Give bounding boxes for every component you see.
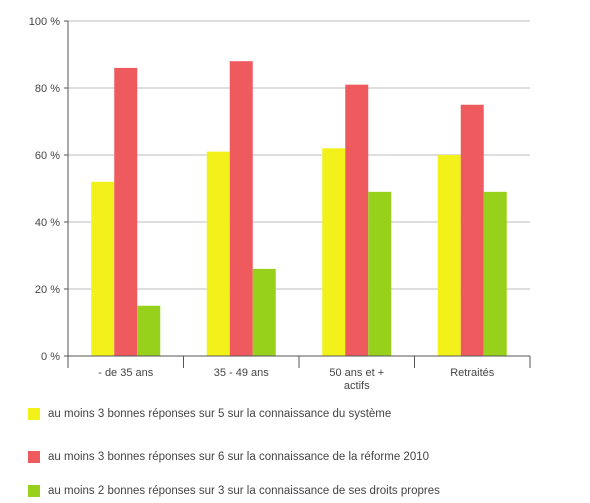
bar xyxy=(229,61,253,356)
x-tick-label: 35 - 49 ans xyxy=(214,367,270,379)
legend-swatch-reforme xyxy=(28,451,40,463)
x-tick-label: Retraités xyxy=(450,367,495,379)
x-axis-labels: - de 35 ans 35 - 49 ans 50 ans et + actifs R… xyxy=(98,367,495,392)
bar xyxy=(114,67,138,357)
y-tick-label: 60 % xyxy=(35,150,60,162)
bar xyxy=(252,268,276,356)
bar xyxy=(483,191,507,356)
y-tick-label: 100 % xyxy=(29,16,60,28)
legend-swatch-systeme xyxy=(28,408,40,420)
legend-label-reforme: au moins 3 bonnes réponses sur 6 sur la … xyxy=(48,451,430,463)
bar xyxy=(437,155,461,356)
bar xyxy=(322,148,346,356)
y-axis-ticks: 0 % 20 % 40 % 60 % 80 % 100 % xyxy=(29,16,68,363)
bar xyxy=(137,305,161,356)
y-tick-label: 0 % xyxy=(41,351,60,363)
legend-label-systeme: au moins 3 bonnes réponses sur 5 sur la … xyxy=(48,408,392,420)
bar xyxy=(206,151,230,356)
legend-swatch-droits xyxy=(28,485,40,497)
bar xyxy=(345,84,369,357)
x-tick-label: - de 35 ans xyxy=(98,367,154,379)
bar-chart: 0 % 20 % 40 % 60 % 80 % 100 % - de 35 ans 35 -… xyxy=(29,16,531,392)
bar xyxy=(460,104,484,356)
y-tick-label: 80 % xyxy=(35,83,60,95)
legend-label-droits: au moins 2 bonnes réponses sur 3 sur la … xyxy=(48,485,440,497)
legend-item-droits: au moins 2 bonnes réponses sur 3 sur la … xyxy=(28,483,440,499)
bar xyxy=(368,191,392,356)
legend-item-reforme: au moins 3 bonnes réponses sur 6 sur la … xyxy=(28,449,429,465)
y-tick-label: 40 % xyxy=(35,217,60,229)
bars xyxy=(91,61,507,357)
x-axis xyxy=(64,21,531,368)
legend-item-systeme: au moins 3 bonnes réponses sur 5 sur la … xyxy=(28,406,391,422)
bar xyxy=(91,181,115,356)
x-tick-label: 50 ans et + actifs xyxy=(329,367,384,392)
y-tick-label: 20 % xyxy=(35,284,60,296)
